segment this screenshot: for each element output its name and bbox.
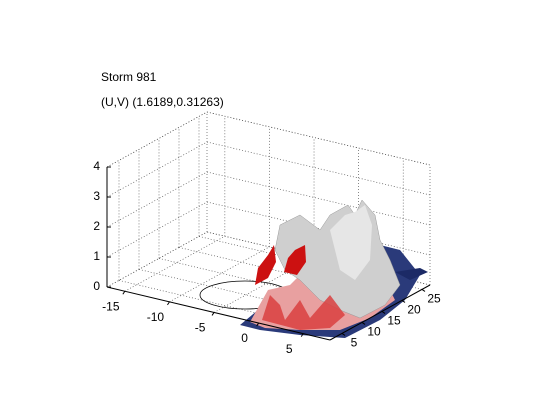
x-tick-label: -5	[195, 321, 206, 335]
x-tick-label: 5	[286, 342, 293, 356]
y-tick	[381, 310, 386, 314]
grid-line	[169, 246, 270, 303]
z-tick-label: 2	[93, 219, 100, 233]
x-tick	[256, 322, 260, 327]
x-tick-label: 0	[241, 331, 248, 345]
y-tick	[341, 332, 346, 336]
grid-line	[158, 258, 383, 312]
y-tick	[361, 321, 366, 325]
isosurface-blue-edge	[395, 268, 428, 280]
chart-title: Storm 981	[101, 70, 157, 84]
y-axis	[329, 284, 431, 341]
grid-line	[124, 235, 226, 292]
grid-line	[206, 201, 431, 256]
axes: -15 -10 -5 0 5 5 10 15 20 25 0 1 2 3 4	[93, 159, 441, 356]
x-axis	[106, 286, 331, 341]
grid-line	[138, 269, 363, 323]
y-tick-label: 10	[367, 325, 381, 339]
x-tick	[167, 301, 170, 306]
y-tick	[421, 288, 426, 292]
x-tick-label: -15	[102, 299, 120, 313]
grid-line	[118, 280, 343, 334]
grid-line	[213, 257, 315, 313]
y-tick-label: 15	[387, 314, 401, 328]
y-tick-label: 20	[407, 303, 421, 317]
y-tick-label: 5	[351, 336, 358, 350]
x-tick	[211, 312, 215, 316]
grid-line	[106, 201, 208, 258]
z-tick-label: 0	[93, 279, 100, 293]
z-tick-label: 3	[93, 189, 100, 203]
x-tick-label: -10	[147, 310, 165, 324]
grid-line	[206, 141, 431, 196]
grid-line	[106, 141, 208, 198]
grid-line	[106, 231, 208, 288]
grid-line	[106, 171, 208, 228]
grid-line	[106, 111, 208, 168]
chart-subtitle: (U,V) (1.6189,0.31263)	[101, 95, 224, 109]
x-tick	[122, 290, 126, 295]
grid-line	[206, 111, 431, 166]
x-tick	[300, 333, 304, 337]
z-tick-label: 1	[93, 249, 100, 263]
isosurfaces	[199, 199, 428, 338]
isosurface-red	[255, 245, 276, 285]
isosurface-highlight	[330, 205, 372, 280]
y-tick-label: 25	[427, 292, 441, 306]
y-tick	[401, 299, 406, 303]
z-tick-label: 4	[93, 159, 100, 173]
isosurface-red	[284, 245, 306, 275]
grid-line	[206, 171, 431, 226]
isosurface-red-low	[262, 295, 345, 330]
